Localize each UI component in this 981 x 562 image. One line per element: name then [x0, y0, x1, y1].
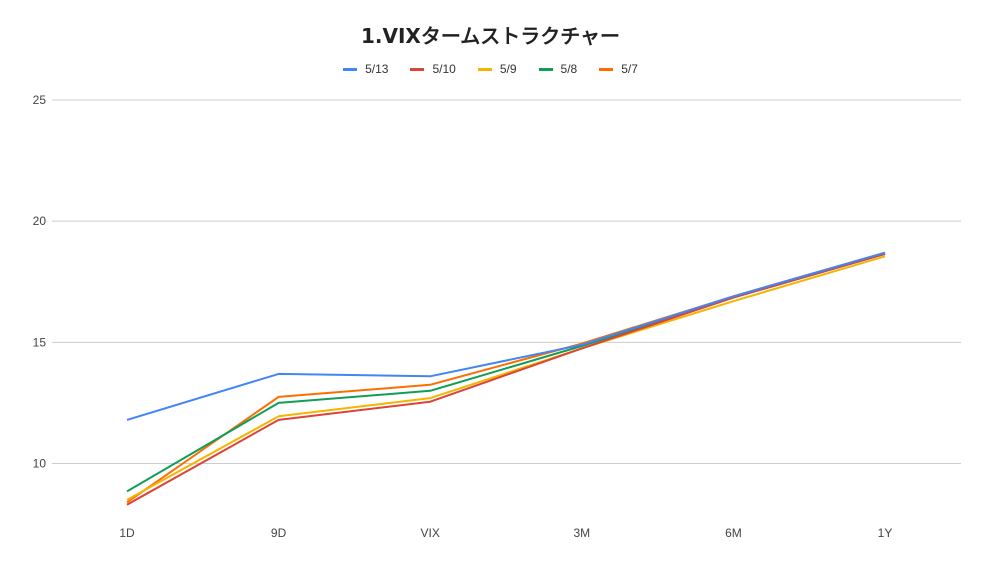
y-tick-label: 10 [33, 457, 47, 471]
series-line-5-9[interactable] [126, 255, 886, 501]
chart-title: 1.VIXタームストラクチャー [360, 24, 621, 48]
legend-item[interactable]: 5/9 [477, 62, 517, 76]
y-tick-label: 20 [33, 214, 47, 228]
legend-item[interactable]: 5/7 [599, 62, 638, 76]
legend-swatch [343, 67, 358, 71]
legend-item[interactable]: 5/8 [538, 62, 578, 76]
legend-label: 5/13 [365, 62, 389, 76]
x-tick-label: VIX [421, 526, 440, 540]
legend-label: 5/7 [621, 62, 638, 76]
legend-label: 5/10 [432, 62, 456, 76]
legend-label: 5/9 [499, 62, 517, 76]
x-tick-label: 1D [119, 526, 135, 540]
series-line-5-10[interactable] [126, 252, 886, 506]
legend-item[interactable]: 5/13 [343, 62, 388, 76]
legend-swatch [477, 67, 492, 71]
legend: 5/13 5/10 5/9 5/8 5/7 [0, 62, 981, 76]
y-tick-label: 25 [33, 93, 47, 107]
legend-label: 5/8 [560, 62, 578, 76]
x-tick-label: 1Y [878, 526, 893, 540]
x-tick-label: 6M [725, 526, 742, 540]
x-tick-label: 3M [573, 526, 590, 540]
y-tick-label: 15 [33, 335, 47, 349]
series-line-5-13[interactable] [126, 251, 886, 421]
x-tick-label: 9D [271, 526, 287, 540]
legend-swatch [538, 67, 553, 71]
legend-swatch [599, 67, 614, 71]
legend-swatch [410, 67, 425, 71]
legend-item[interactable]: 5/10 [410, 62, 456, 76]
